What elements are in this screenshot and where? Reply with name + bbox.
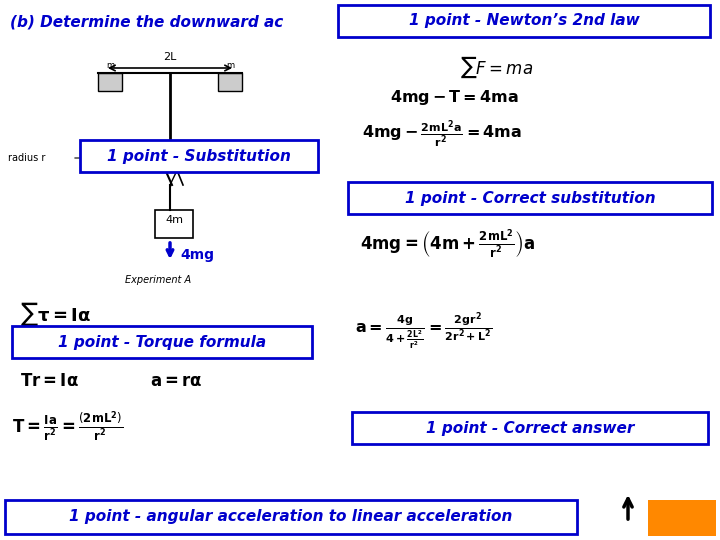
Text: 1 point - Newton’s 2nd law: 1 point - Newton’s 2nd law bbox=[409, 14, 639, 29]
Text: 1 point - Torque formula: 1 point - Torque formula bbox=[58, 334, 266, 349]
Text: m: m bbox=[106, 61, 114, 70]
Text: $\sum F = ma$: $\sum F = ma$ bbox=[460, 55, 533, 80]
Text: m: m bbox=[226, 61, 234, 70]
Text: 2L: 2L bbox=[163, 52, 176, 62]
Text: $\mathbf{\sum \tau = I\alpha}$: $\mathbf{\sum \tau = I\alpha}$ bbox=[20, 300, 91, 328]
Text: 1 point - Correct answer: 1 point - Correct answer bbox=[426, 421, 634, 435]
Text: $\mathbf{4mg = \left(4m + \frac{2mL^2}{r^2}\right)a}$: $\mathbf{4mg = \left(4m + \frac{2mL^2}{r… bbox=[360, 228, 536, 261]
Text: radius r: radius r bbox=[8, 153, 45, 163]
Text: $\mathbf{4mg - T = 4ma}$: $\mathbf{4mg - T = 4ma}$ bbox=[390, 88, 518, 107]
Bar bbox=[348, 182, 712, 214]
Bar bbox=[12, 326, 312, 358]
Text: Experiment A: Experiment A bbox=[125, 275, 191, 285]
Text: (b) Determine the downward ac: (b) Determine the downward ac bbox=[10, 15, 283, 30]
Bar bbox=[648, 500, 716, 536]
Bar bbox=[98, 73, 122, 91]
Text: $\mathbf{T = \frac{Ia}{r^2} = \frac{\left(2mL^2\right)}{r^2}}$: $\mathbf{T = \frac{Ia}{r^2} = \frac{\lef… bbox=[12, 410, 123, 444]
Bar bbox=[218, 73, 242, 91]
Text: 1 point - Substitution: 1 point - Substitution bbox=[107, 148, 291, 164]
Text: $\mathbf{4mg - \frac{2mL^2a}{r^2} = 4ma}$: $\mathbf{4mg - \frac{2mL^2a}{r^2} = 4ma}… bbox=[362, 118, 522, 150]
Text: $\mathbf{a = r\alpha}$: $\mathbf{a = r\alpha}$ bbox=[150, 372, 202, 390]
Text: $\mathbf{Tr = I\alpha}$: $\mathbf{Tr = I\alpha}$ bbox=[20, 372, 78, 390]
Text: 1 point - Correct substitution: 1 point - Correct substitution bbox=[405, 191, 655, 206]
Text: $\mathbf{a = \frac{4g}{4 + \frac{2L^2}{r^2}} = \frac{2gr^2}{2r^2 + L^2}}$: $\mathbf{a = \frac{4g}{4 + \frac{2L^2}{r… bbox=[355, 310, 492, 352]
Text: 1 point - angular acceleration to linear acceleration: 1 point - angular acceleration to linear… bbox=[69, 510, 513, 524]
Bar bbox=[155, 210, 193, 238]
Text: 4mg: 4mg bbox=[180, 248, 214, 262]
Bar bbox=[5, 500, 577, 534]
Bar bbox=[338, 5, 710, 37]
Bar bbox=[352, 412, 708, 444]
Bar bbox=[80, 140, 318, 172]
Text: 4m: 4m bbox=[165, 215, 183, 225]
